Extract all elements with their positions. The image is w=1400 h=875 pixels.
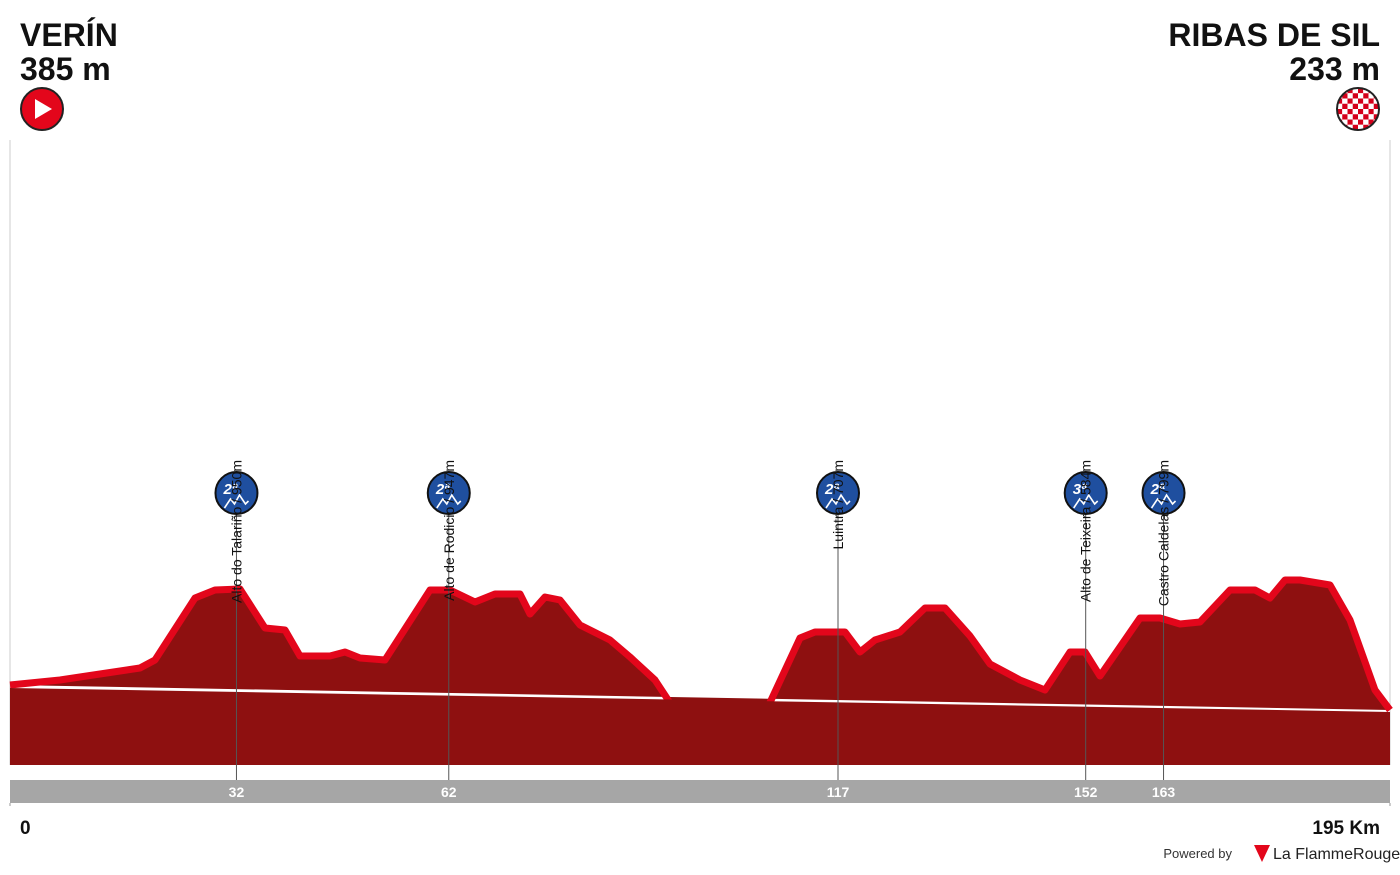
flag-square: [1363, 103, 1369, 109]
flag-square: [1352, 103, 1358, 109]
x-tick-label: 195 Km: [1312, 818, 1380, 839]
flag-square: [1363, 98, 1369, 104]
climb-label: Alto de Teixeira / 584m: [1078, 460, 1094, 602]
flag-square: [1358, 109, 1364, 115]
flag-square: [1373, 103, 1379, 109]
flag-square: [1342, 114, 1348, 120]
flag-square: [1342, 109, 1348, 115]
flag-square: [1337, 103, 1343, 109]
flag-square: [1373, 88, 1379, 94]
flag-square: [1368, 103, 1374, 109]
flag-square: [1352, 93, 1358, 99]
flag-square: [1347, 88, 1353, 94]
flag-square: [1352, 98, 1358, 104]
flag-square: [1352, 124, 1358, 130]
flag-square: [1337, 114, 1343, 120]
climb-mountain: [1150, 493, 1177, 509]
flag-square: [1373, 114, 1379, 120]
flag-square: [1368, 114, 1374, 120]
flag-square: [1358, 93, 1364, 99]
flag-square: [1373, 109, 1379, 115]
profile-base: [10, 688, 1390, 765]
climb-mountain: [223, 493, 250, 509]
flag-square: [1352, 119, 1358, 125]
flag-square: [1352, 88, 1358, 94]
climb-category: 2ª: [1150, 481, 1165, 498]
climb-km: 62: [441, 784, 457, 800]
climb-mountain: [1073, 493, 1099, 509]
finish-name: RIBAS DE SIL: [1168, 17, 1380, 53]
flag-square: [1337, 109, 1343, 115]
flag-square: [1363, 109, 1369, 115]
climb-label: Luintra / 707m: [830, 460, 846, 550]
powered-by: Powered by: [1163, 846, 1232, 861]
flag-square: [1363, 114, 1369, 120]
finish-icon: [1336, 87, 1380, 131]
climb-category: 2ª: [223, 481, 238, 498]
flag-square: [1347, 103, 1353, 109]
brand-logo: [1254, 845, 1270, 862]
flag-square: [1373, 98, 1379, 104]
climb-label: Castro Caldelas / 799m: [1156, 460, 1172, 606]
flag-square: [1352, 109, 1358, 115]
flag-square: [1342, 93, 1348, 99]
flag-square: [1358, 124, 1364, 130]
flag-square: [1347, 124, 1353, 130]
flag-square: [1352, 114, 1358, 120]
flag-square: [1373, 124, 1379, 130]
climb-category: 3ª: [1073, 481, 1087, 498]
flag-square: [1363, 88, 1369, 94]
climb-km: 152: [1074, 784, 1098, 800]
km-bar: [10, 780, 1390, 803]
climb-category: 2ª: [824, 481, 839, 498]
climb-km: 117: [827, 784, 850, 800]
flag-square: [1337, 124, 1343, 130]
flag-square: [1368, 109, 1374, 115]
flag-border: [1336, 87, 1380, 131]
flag-square: [1368, 98, 1374, 104]
flag-square: [1337, 88, 1343, 94]
start-elevation: 385 m: [20, 51, 111, 87]
climb-label: Alto do Talariño / 950m: [228, 460, 244, 603]
flag-square: [1342, 119, 1348, 125]
climb-km: 32: [229, 784, 245, 800]
brand: La FlammeRouge: [1273, 846, 1400, 863]
finish-elevation: 233 m: [1289, 51, 1380, 87]
climb-km: 163: [1152, 784, 1176, 800]
climb-label: Alto de Rodicio / 947m: [441, 460, 457, 601]
flag-square: [1347, 98, 1353, 104]
flag-square: [1368, 119, 1374, 125]
flag-square: [1347, 109, 1353, 115]
flag-square: [1358, 98, 1364, 104]
climb-mountain: [825, 493, 851, 509]
flag-square: [1342, 103, 1348, 109]
flag-square: [1347, 93, 1353, 99]
start-name: VERÍN: [20, 17, 118, 53]
flag-square: [1363, 119, 1369, 125]
flag-square: [1368, 93, 1374, 99]
flag-square: [1363, 124, 1369, 130]
x-tick-label: 0: [20, 818, 31, 839]
flag-square: [1358, 88, 1364, 94]
flag-square: [1358, 114, 1364, 120]
flag-square: [1337, 98, 1343, 104]
flag-square: [1347, 114, 1353, 120]
start-arrow: [35, 99, 52, 119]
flag-square: [1363, 93, 1369, 99]
climb-category: 2ª: [435, 481, 450, 498]
flag-square: [1358, 119, 1364, 125]
flag-square: [1358, 103, 1364, 109]
flag-square: [1347, 119, 1353, 125]
flag-square: [1342, 98, 1348, 104]
climb-mountain: [436, 493, 462, 509]
